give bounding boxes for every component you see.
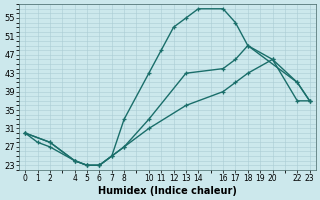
X-axis label: Humidex (Indice chaleur): Humidex (Indice chaleur) [98, 186, 237, 196]
